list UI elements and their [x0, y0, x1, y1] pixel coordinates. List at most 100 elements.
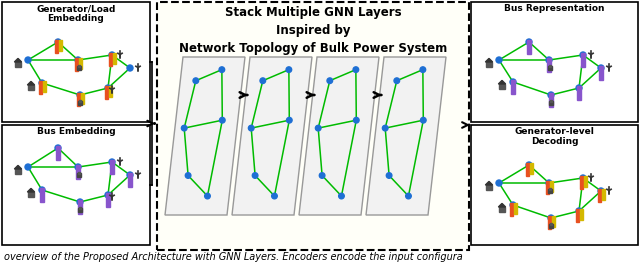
- Circle shape: [25, 164, 31, 170]
- Bar: [2, 2, 150, 122]
- Circle shape: [220, 117, 225, 123]
- Bar: [78, 208, 82, 212]
- Circle shape: [510, 202, 516, 208]
- Text: Generator/Load
Embedding: Generator/Load Embedding: [36, 4, 116, 23]
- Bar: [550, 100, 552, 102]
- Polygon shape: [299, 57, 379, 215]
- Circle shape: [353, 117, 359, 123]
- Bar: [77, 172, 80, 174]
- Bar: [76, 165, 80, 179]
- Bar: [113, 53, 116, 64]
- Bar: [15, 169, 21, 174]
- Circle shape: [548, 215, 554, 221]
- Bar: [39, 81, 42, 94]
- Bar: [511, 80, 515, 94]
- Bar: [486, 185, 492, 189]
- Circle shape: [271, 193, 277, 199]
- Circle shape: [510, 79, 516, 85]
- Bar: [546, 181, 549, 194]
- Bar: [40, 188, 44, 202]
- Circle shape: [193, 78, 198, 84]
- Circle shape: [598, 188, 604, 194]
- Polygon shape: [232, 57, 312, 215]
- Circle shape: [286, 67, 292, 72]
- Circle shape: [105, 85, 111, 91]
- Polygon shape: [28, 81, 35, 85]
- Circle shape: [580, 175, 586, 181]
- Bar: [79, 207, 81, 209]
- Bar: [79, 58, 82, 69]
- Circle shape: [55, 39, 61, 45]
- Circle shape: [186, 173, 191, 178]
- Circle shape: [496, 180, 502, 186]
- Polygon shape: [366, 57, 446, 215]
- Bar: [77, 93, 80, 106]
- Bar: [15, 62, 21, 67]
- Circle shape: [75, 164, 81, 170]
- Bar: [77, 66, 81, 70]
- Bar: [106, 193, 109, 207]
- Circle shape: [387, 173, 392, 178]
- Bar: [548, 188, 551, 190]
- Circle shape: [219, 67, 225, 72]
- Bar: [157, 2, 469, 250]
- Circle shape: [287, 117, 292, 123]
- Circle shape: [181, 125, 187, 131]
- Circle shape: [316, 125, 321, 131]
- Bar: [128, 173, 132, 187]
- Bar: [499, 207, 505, 212]
- Circle shape: [420, 67, 426, 72]
- Bar: [28, 85, 34, 90]
- Text: Stack Multiple GNN Layers
Inspired by
Network Topology of Bulk Power System: Stack Multiple GNN Layers Inspired by Ne…: [179, 6, 447, 55]
- Text: overview of the Proposed Architecture with GNN Layers. Encoders encode the input: overview of the Proposed Architecture wi…: [4, 252, 463, 262]
- Bar: [531, 163, 532, 174]
- Circle shape: [205, 193, 211, 199]
- Circle shape: [105, 192, 111, 198]
- Circle shape: [353, 67, 358, 72]
- Circle shape: [39, 187, 45, 193]
- Circle shape: [260, 78, 266, 84]
- Circle shape: [319, 173, 325, 178]
- Circle shape: [248, 125, 254, 131]
- Polygon shape: [14, 58, 22, 62]
- Circle shape: [576, 85, 582, 91]
- Bar: [580, 209, 583, 220]
- Circle shape: [127, 172, 133, 178]
- Bar: [549, 101, 553, 105]
- Bar: [527, 40, 531, 54]
- Bar: [510, 203, 513, 216]
- Circle shape: [383, 125, 388, 131]
- Bar: [576, 209, 579, 222]
- Bar: [602, 189, 605, 200]
- Polygon shape: [499, 203, 506, 207]
- Bar: [79, 100, 81, 102]
- Circle shape: [55, 145, 61, 151]
- Bar: [580, 176, 583, 189]
- Text: Bus Representation: Bus Representation: [504, 4, 605, 13]
- Polygon shape: [165, 57, 245, 215]
- Bar: [56, 146, 60, 160]
- Polygon shape: [485, 181, 493, 185]
- Bar: [515, 203, 516, 214]
- Bar: [105, 86, 108, 99]
- Circle shape: [420, 117, 426, 123]
- Circle shape: [526, 39, 532, 45]
- Bar: [110, 160, 114, 174]
- Bar: [548, 216, 551, 229]
- Circle shape: [546, 180, 552, 186]
- Text: Generator-level
Decoding: Generator-level Decoding: [515, 127, 595, 146]
- Polygon shape: [499, 81, 506, 84]
- Bar: [60, 40, 61, 51]
- Bar: [471, 2, 638, 122]
- Circle shape: [327, 78, 333, 84]
- Bar: [78, 101, 82, 105]
- Bar: [550, 223, 552, 225]
- Bar: [471, 125, 638, 245]
- Bar: [599, 66, 603, 80]
- Bar: [598, 189, 601, 202]
- Bar: [77, 173, 81, 177]
- Bar: [109, 86, 112, 97]
- Bar: [547, 58, 551, 72]
- Bar: [109, 53, 112, 66]
- Bar: [577, 86, 580, 100]
